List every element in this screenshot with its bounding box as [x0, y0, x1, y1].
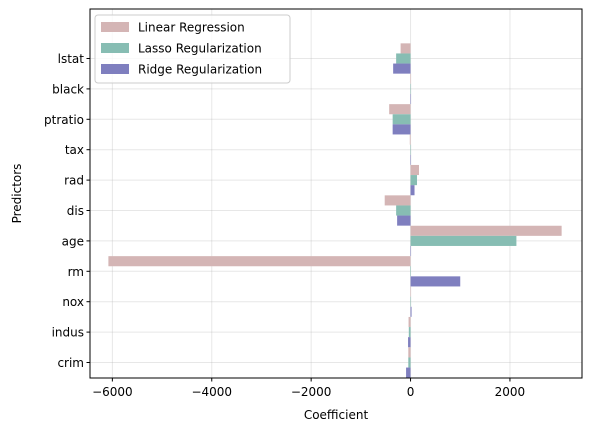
legend-swatch — [101, 43, 129, 53]
bar-lasso-regularization-rm — [410, 266, 411, 277]
legend-label: Linear Regression — [138, 21, 245, 35]
bar-ridge-regularization-black — [410, 93, 412, 105]
legend-box — [94, 14, 291, 84]
y-tick-label: crim — [57, 356, 84, 370]
y-tick-label: tax — [65, 143, 84, 157]
bar-linear-regression-age — [410, 225, 562, 236]
bar-linear-regression-tax — [409, 134, 411, 145]
bar-linear-regression-lstat — [400, 43, 411, 54]
bar-linear-regression-indus — [408, 316, 411, 328]
y-tick-label: age — [62, 234, 84, 248]
legend-label: Ridge Regularization — [138, 63, 262, 77]
x-tick-label: −6000 — [92, 385, 133, 399]
bar-ridge-regularization-dis — [397, 215, 411, 226]
y-tick-label: indus — [52, 326, 84, 340]
legend-swatch — [101, 22, 129, 32]
bar-lasso-regularization-crim — [408, 357, 411, 368]
x-axis-ticks: −6000 −4000 −2000 0 2000 — [92, 378, 525, 399]
bar-ridge-regularization-ptratio — [392, 124, 411, 135]
y-tick-label: black — [52, 82, 84, 96]
bar-linear-regression-ptratio — [389, 104, 411, 115]
bar-lasso-regularization-nox — [410, 296, 412, 307]
x-tick-label: −2000 — [291, 385, 332, 399]
bar-ridge-regularization-indus — [408, 337, 411, 348]
bar-linear-regression-rad — [410, 164, 419, 176]
bar-lasso-regularization-rad — [410, 175, 418, 186]
bar-linear-regression-nox — [410, 286, 412, 297]
y-tick-label: ptratio — [44, 113, 84, 127]
bar-ridge-regularization-rad — [410, 185, 415, 196]
bars — [108, 43, 562, 378]
bar-lasso-regularization-dis — [396, 205, 411, 216]
x-tick-label: 0 — [407, 385, 415, 399]
bar-ridge-regularization-lstat — [393, 63, 411, 74]
bar-ridge-regularization-tax — [410, 154, 412, 165]
x-tick-label: −4000 — [191, 385, 232, 399]
x-axis-label: Coefficient — [304, 408, 369, 422]
bar-ridge-regularization-rm — [410, 276, 461, 287]
bar-linear-regression-black — [410, 73, 412, 84]
y-axis-label: Predictors — [10, 164, 24, 224]
legend-label: Lasso Regularization — [138, 42, 262, 56]
legend-swatch — [101, 64, 129, 74]
y-tick-label: rm — [68, 265, 84, 279]
bar-ridge-regularization-age — [410, 245, 412, 257]
y-axis-ticks: crim indus nox rm age dis rad tax ptratio black ls… — [44, 52, 90, 370]
bar-linear-regression-dis — [384, 195, 411, 206]
bar-lasso-regularization-ptratio — [392, 114, 411, 125]
bar-linear-regression-crim — [408, 347, 411, 358]
bar-lasso-regularization-age — [410, 235, 517, 246]
y-tick-label: lstat — [58, 52, 85, 66]
plot-frame — [89, 8, 583, 379]
bar-lasso-regularization-lstat — [396, 53, 411, 64]
legend: Linear Regression Lasso Regularization Rid… — [94, 14, 291, 84]
y-tick-label: rad — [64, 174, 84, 188]
bar-ridge-regularization-crim — [406, 367, 411, 378]
bar-linear-regression-rm — [108, 256, 411, 267]
x-tick-label: 2000 — [495, 385, 526, 399]
bar-lasso-regularization-tax — [410, 144, 412, 155]
bar-lasso-regularization-black — [410, 83, 412, 94]
y-tick-label: dis — [67, 204, 84, 218]
bar-lasso-regularization-indus — [408, 327, 411, 338]
grid — [90, 9, 582, 378]
bar-ridge-regularization-nox — [410, 306, 412, 317]
y-tick-label: nox — [62, 295, 84, 309]
